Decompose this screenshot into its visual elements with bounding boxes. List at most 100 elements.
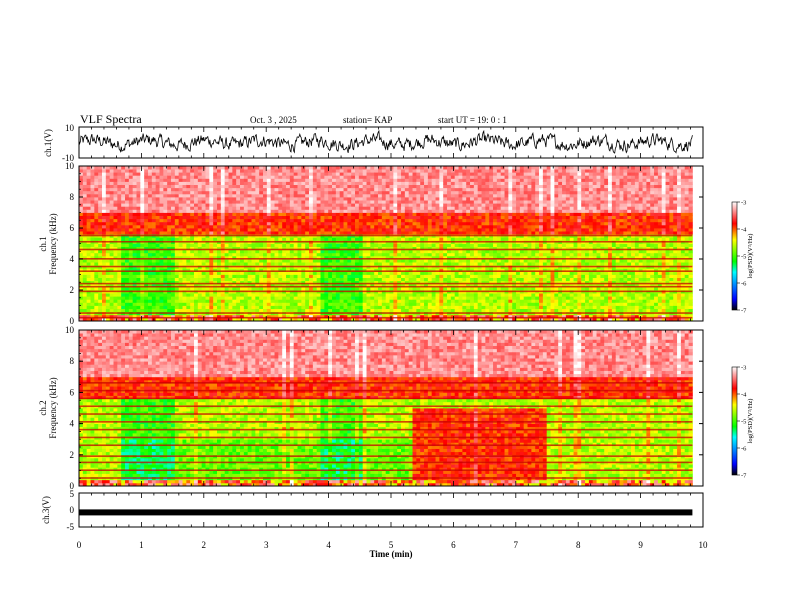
ch1-spectrogram-cell [179, 209, 183, 213]
ch1-spectrogram-cell [110, 194, 114, 198]
ch1-spectrogram-cell [83, 209, 87, 213]
ch1-spectrogram-cell [91, 225, 95, 229]
ch1-spectrogram-cell [236, 188, 240, 192]
ch1-spectrogram-cell [91, 209, 95, 213]
ch1-spectrogram-cell [102, 172, 106, 176]
ch1-spectrogram-cell [186, 237, 190, 241]
ch1-spectrogram-cell [125, 296, 129, 300]
ch1-spectrogram-cell [156, 262, 160, 266]
ch1-spectrogram-cell [156, 213, 160, 217]
ch1-spectrogram-cell [175, 296, 179, 300]
ch1-spectrogram-cell [83, 188, 87, 192]
ch1-spectrogram-cell [236, 203, 240, 207]
ch1-spectrogram-cell [167, 175, 171, 179]
ch1-spectrogram-cell [106, 299, 110, 303]
ch1-spectrogram-cell [102, 244, 106, 248]
ch1-spectrogram-cell [236, 228, 240, 232]
ch1-spectrogram-cell [229, 222, 233, 226]
ch1-spectrogram-cell [102, 203, 106, 207]
ch1-spectrogram-cell [102, 228, 106, 232]
ch1-spectrogram-cell [248, 191, 252, 195]
ch1-spectrogram-cell [252, 225, 256, 229]
ch1-spectrogram-cell [114, 253, 118, 256]
ch1-spectrogram-cell [152, 237, 156, 241]
ch1-spectrogram-cell [102, 299, 106, 303]
ch1-spectrogram-cell [94, 275, 98, 279]
ch1-spectrogram-cell [156, 293, 160, 297]
ch1-spectrogram-cell [91, 172, 95, 176]
ch1-spectrogram-cell [160, 275, 164, 279]
ch1-spectrogram-cell [175, 175, 179, 179]
ch1-spectrogram-cell [202, 306, 206, 310]
ch1-spectrogram-cell [221, 219, 225, 223]
ch1-spectrogram-cell [87, 178, 91, 182]
ch1-spectrogram-cell [83, 222, 87, 226]
ch1-spectrogram-cell [163, 278, 167, 282]
ch1-spectrogram-cell [229, 185, 233, 189]
ch1-spectrogram-cell [221, 293, 225, 297]
ch1-spectrogram-cell [102, 194, 106, 198]
ch1-spectrogram-cell [137, 194, 141, 198]
ch1-spectrogram-cell [213, 191, 217, 195]
ch1-spectrogram-cell [117, 178, 121, 182]
ch1-spectrogram-cell [186, 188, 190, 192]
ch1-spectrogram-cell [229, 253, 233, 256]
ch1-spectrogram-cell [83, 302, 87, 306]
ch1-spectrogram-cell [206, 293, 210, 297]
ch1-spectrogram-cell [179, 185, 183, 189]
ch1-spectrogram-cell [129, 299, 133, 303]
station-label: station= KAP [343, 115, 392, 125]
ch1-spectrogram-cell [206, 178, 210, 182]
ch1-spectrogram-cell [194, 203, 198, 207]
ch1-spectrogram-cell [91, 194, 95, 198]
ch1-spectrogram-cell [114, 237, 118, 241]
ch1-spectrogram-cell [117, 206, 121, 210]
ch1-spectrogram-cell [125, 237, 129, 241]
ch1-spectrogram-cell [252, 222, 256, 226]
ch1-spectrogram-cell [106, 309, 110, 313]
ch1-spectrogram-cell [160, 166, 164, 170]
ch1-spectrogram-cell [194, 172, 198, 176]
ch1-spectrogram-cell [183, 172, 187, 176]
ch1-spectrogram-cell [194, 231, 198, 235]
ch1-spectrogram-cell [106, 197, 110, 201]
ch1-spectrogram-cell [252, 206, 256, 210]
ch1-spectrogram-cell [240, 222, 244, 226]
ch1-spectrogram-cell [133, 166, 137, 170]
ch1-spectrogram-cell [140, 197, 144, 201]
ch1-spectrogram-cell [144, 219, 148, 223]
ch1-spectrogram-cell [156, 302, 160, 306]
ch1-spectrogram-cell [240, 188, 244, 192]
ch1-spectrogram-cell [163, 182, 167, 186]
ch1-spectrogram-cell [225, 213, 229, 217]
ch1-spectrogram-cell [252, 185, 256, 189]
ch1-spectrogram-cell [94, 203, 98, 207]
ch1-spectrogram-cell [183, 169, 187, 173]
ch1-spectrogram-cell [225, 191, 229, 195]
ch1-spectrogram-cell [209, 302, 213, 306]
ch1-spectrogram-cell [209, 262, 213, 266]
ch1-spectrogram-cell [148, 203, 152, 207]
ch1-spectrogram-cell [110, 299, 114, 303]
ch1-spectrogram-cell [190, 169, 194, 173]
ch1-spectrogram-cell [221, 244, 225, 248]
ch1-spectrogram-cell [244, 306, 248, 310]
ch1-waveform-ylabel: ch.1(V) [43, 129, 53, 157]
ch1-spectrogram-cell [163, 166, 167, 170]
ch1-spectrogram-cell [202, 296, 206, 300]
ch1-spectrogram-cell [213, 200, 217, 204]
ch1-spectrogram-cell [198, 219, 202, 223]
ch1-spectrogram-cell [163, 244, 167, 248]
ch1-spectrogram-cell [98, 306, 102, 310]
ch1-spectrogram-cell [163, 306, 167, 310]
ch1-spectrogram-cell [229, 188, 233, 192]
ch1-spectrogram-cell [121, 275, 125, 279]
ch1-spectrogram-cell [198, 191, 202, 195]
ch1-spectrogram-cell [129, 197, 133, 201]
ch1-spectrogram-cell [102, 178, 106, 182]
ch1-spectrogram-cell [171, 262, 175, 266]
ch1-spectrogram-cell [171, 244, 175, 248]
ch1-spectrogram-cell [202, 185, 206, 189]
ch1-spectrogram-cell [252, 275, 256, 279]
ch1-spectrogram-cell [175, 194, 179, 198]
